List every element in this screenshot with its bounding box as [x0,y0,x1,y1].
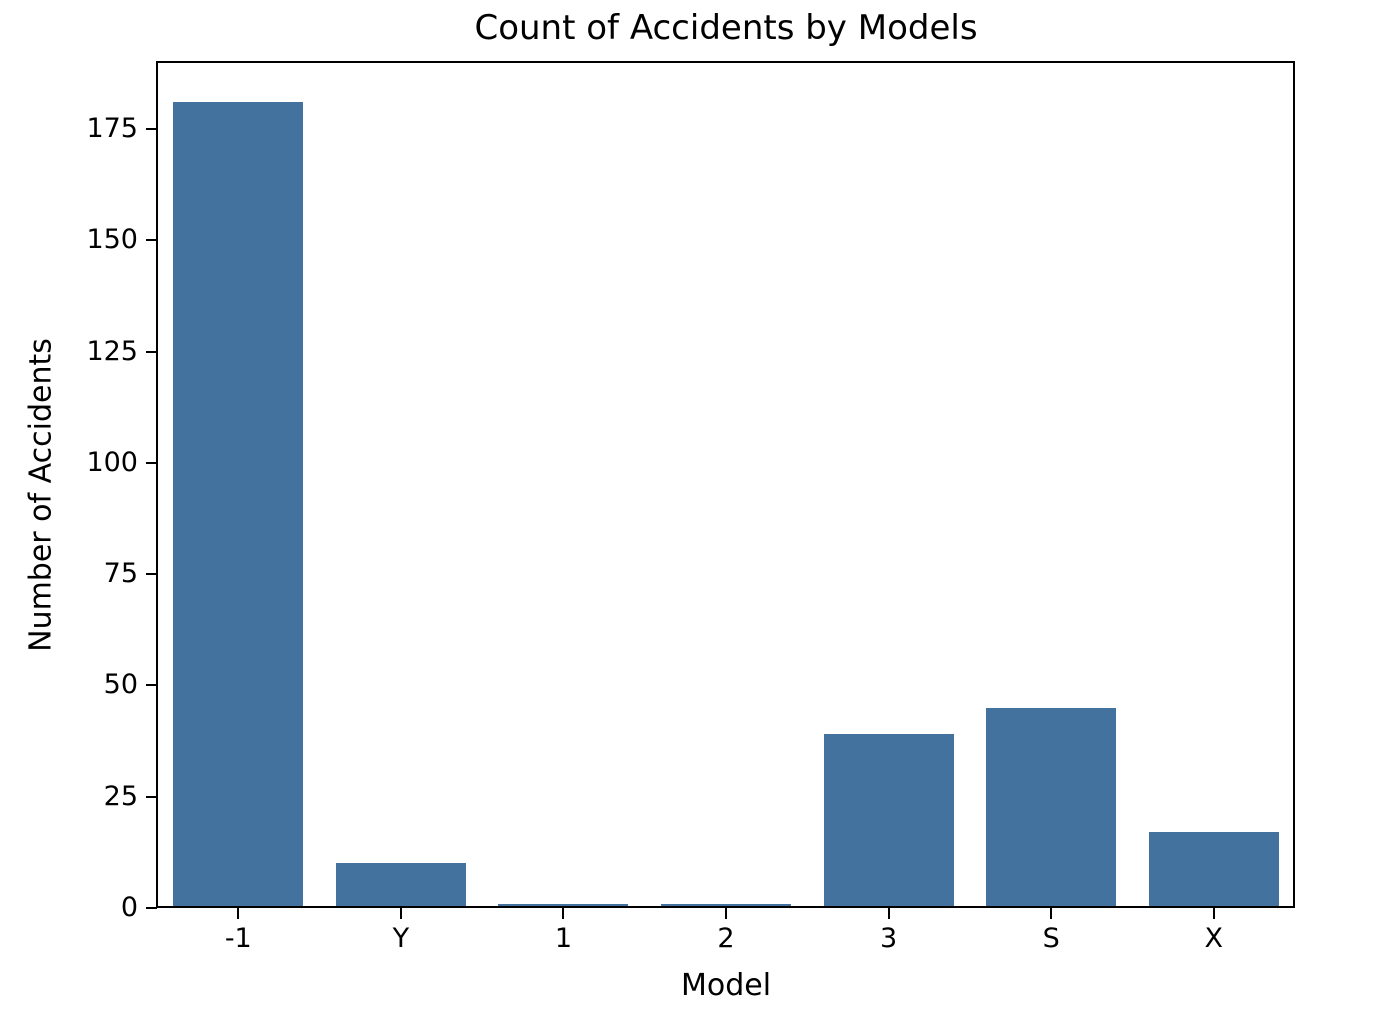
x-tick-label-3: 3 [879,923,898,954]
y-tick-label: 100 [86,446,138,478]
y-tick-label: 150 [86,224,138,256]
y-tick-mark [146,239,157,242]
x-tick-label-2: 2 [717,923,735,954]
y-axis-label: Number of Accidents [23,338,59,652]
y-tick-label: 175 [86,112,138,144]
x-tick-mark [1212,908,1215,919]
y-tick-label: 125 [86,335,138,367]
x-tick-label-X: X [1204,923,1223,954]
bar--1 [173,102,304,908]
y-tick-mark [146,684,157,687]
x-tick-label-S: S [1042,923,1060,954]
x-axis-label: Model [680,968,772,1003]
plot-area-frame [156,61,1295,908]
y-tick-label: 75 [103,558,138,590]
x-tick-mark [562,908,565,919]
x-tick-mark [399,908,402,919]
y-tick-mark [146,350,157,353]
y-tick-mark [146,907,157,909]
bar-S [986,707,1117,908]
bar-2 [660,903,792,908]
x-tick-mark [725,908,727,919]
x-tick-mark [887,908,890,919]
bar-Y [335,863,466,908]
y-tick-mark [146,573,157,576]
x-tick-label-1: 1 [554,923,573,954]
x-tick-label--1: -1 [224,923,252,954]
x-tick-mark [1050,908,1053,919]
bar-1 [498,903,629,908]
bar-X [1148,832,1279,908]
y-tick-mark [146,461,157,464]
y-tick-label: 25 [103,780,138,812]
bar-3 [823,734,954,908]
x-tick-label-Y: Y [392,923,410,954]
x-tick-mark [237,908,240,919]
y-tick-mark [146,795,157,798]
y-tick-label: 0 [120,892,138,923]
y-tick-mark [146,127,157,130]
y-tick-label: 50 [103,669,138,701]
chart-title: Count of Accidents by Models [474,8,978,48]
